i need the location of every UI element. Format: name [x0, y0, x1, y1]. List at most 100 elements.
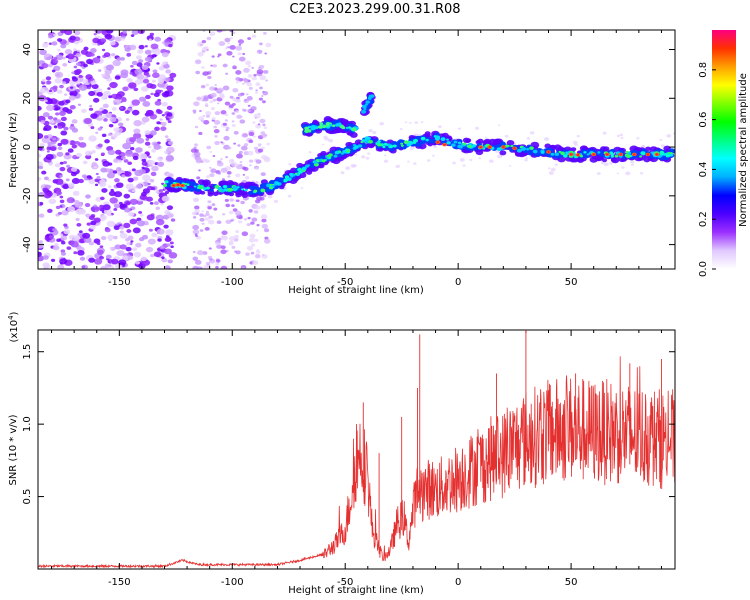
spectrogram-mark [602, 158, 608, 163]
spectrogram-mark [88, 179, 96, 185]
spectrogram-mark [109, 40, 116, 46]
spectrogram-mark [99, 179, 106, 184]
spectrogram-mark [202, 187, 207, 191]
spectrogram-mark [260, 172, 266, 177]
spectrogram-mark [384, 154, 387, 157]
spectrogram-mark [254, 238, 259, 242]
spectrogram-mark [101, 215, 107, 220]
spectrogram-mark [377, 140, 381, 143]
spectrogram-mark [47, 208, 53, 213]
spectrogram-mark [205, 102, 209, 106]
spectrogram-mark [159, 245, 165, 250]
spectrogram-mark [196, 266, 203, 269]
spectrogram-mark [620, 136, 624, 140]
spectrogram-mark [208, 247, 212, 250]
spectrogram-mark [351, 127, 357, 132]
spectrogram-mark [213, 207, 218, 211]
spectrogram-mark [260, 183, 267, 189]
spectrogram-mark [235, 45, 243, 51]
spectrogram-mark [117, 159, 122, 163]
spectrogram-mark [42, 42, 49, 48]
spectrogram-mark [365, 100, 370, 104]
spectrogram-mark [260, 214, 268, 220]
spectrogram-mark [154, 36, 162, 42]
spectrogram-mark [198, 169, 201, 172]
spectrogram-mark [94, 30, 103, 34]
spectrogram-mark [68, 182, 75, 188]
spectrogram-mark [236, 153, 243, 159]
spectrogram-mark [130, 34, 135, 37]
spectrogram-mark [77, 103, 82, 106]
spectrogram-mark [60, 138, 69, 145]
spectrogram-mark [433, 145, 438, 149]
spectrogram-mark [165, 77, 171, 82]
spectrogram-mark [437, 125, 442, 129]
spectrogram-mark [452, 161, 456, 165]
spectrogram-mark [345, 148, 349, 151]
spectrogram-mark [53, 33, 57, 37]
spectrogram-mark [194, 149, 199, 153]
spectrogram-mark [240, 200, 245, 205]
spectrogram-mark [196, 176, 201, 180]
spectrogram-mark [195, 234, 199, 237]
spectrogram-mark [330, 156, 336, 160]
spectrogram-mark [214, 135, 218, 138]
spectrogram-mark [489, 159, 494, 163]
spectrogram-mark [249, 164, 252, 167]
spectrogram-mark [57, 142, 63, 147]
spectrogram-mark [101, 73, 106, 77]
spectrogram-mark [499, 141, 506, 146]
spectrogram-mark [107, 213, 112, 217]
spectrogram-mark [605, 153, 609, 156]
spectrogram-mark [234, 210, 242, 216]
spectrogram-mark [105, 30, 114, 34]
spectrogram-mark [213, 125, 218, 129]
spectrogram-mark [131, 60, 138, 66]
spectrogram-mark [659, 151, 665, 155]
spectrogram-mark [215, 259, 221, 263]
spectrogram-mark [230, 159, 234, 162]
spectrogram-mark [258, 97, 263, 101]
snr-y-scale-close: ) [9, 311, 20, 315]
spectrogram-mark [576, 153, 580, 156]
spectrogram-mark [85, 213, 90, 218]
spectrogram-mark [111, 258, 119, 265]
spectrogram-mark [243, 80, 249, 84]
spectrogram-mark [597, 151, 601, 154]
spectrogram-mark [558, 150, 562, 153]
spectrogram-mark [48, 34, 53, 39]
spectrogram-mark [203, 264, 210, 269]
spectrogram-mark [136, 73, 144, 80]
spectrogram-mark [241, 188, 244, 191]
spectrogram-mark [446, 141, 451, 145]
spectrogram-mark [232, 55, 235, 58]
spectrogram-mark [209, 173, 215, 178]
spectrogram-mark [54, 163, 61, 168]
spectrogram-mark [125, 183, 134, 190]
spectrogram-mark [235, 80, 240, 84]
spectrogram-mark [108, 190, 116, 197]
spectrogram-mark [263, 69, 269, 74]
spectrogram-mark [166, 243, 171, 247]
spectrogram-mark [163, 81, 167, 84]
spectrogram-mark [181, 184, 184, 187]
spectrogram-mark [149, 84, 157, 89]
spectrogram-mark [124, 110, 130, 114]
spectrogram-mark [120, 72, 129, 79]
spectrogram-mark [526, 148, 530, 151]
spectrogram-mark [550, 152, 555, 156]
spectrogram-mark [260, 179, 268, 185]
spectrogram-mark [57, 211, 62, 215]
spectrogram-mark [141, 64, 149, 70]
spectrogram-mark [41, 137, 50, 144]
y-tick-label: 1.0 [22, 416, 33, 432]
spectrogram-mark [138, 237, 145, 242]
spectrogram-mark [206, 36, 212, 41]
spectrogram-mark [200, 190, 206, 195]
spectrogram-mark [138, 44, 145, 50]
spectrogram-mark [216, 102, 220, 105]
spectrogram-mark [39, 49, 47, 56]
spectrogram-mark [220, 158, 223, 160]
spectrogram-mark [318, 163, 324, 168]
spectrogram-mark [144, 141, 151, 146]
